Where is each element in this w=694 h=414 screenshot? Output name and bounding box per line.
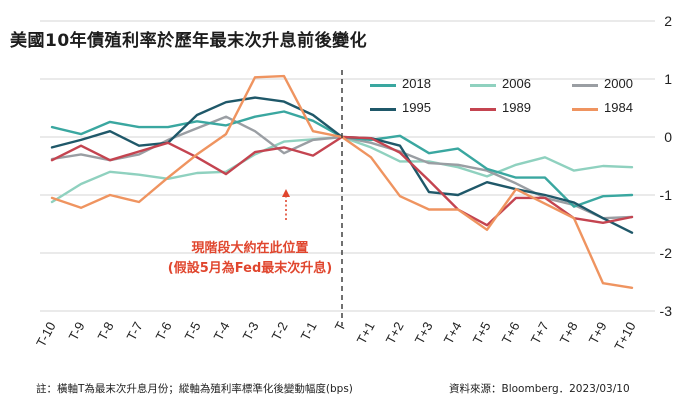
annotation-line-2: (假設5月為Fed最末次升息)	[167, 261, 333, 276]
annotation-arrow-icon	[282, 189, 290, 220]
x-tick-label: T	[332, 319, 349, 333]
x-tick-label: T+10	[611, 319, 638, 353]
x-axis-ticks: T-10 T-9 T-8 T-7 T-6 T-5 T-4 T-3 T-2 T-1 T T+1 T+2 T+…	[33, 319, 638, 353]
legend-swatch-1989	[470, 108, 496, 111]
chart-title: 美國10年債殖利率於歷年最末次升息前後變化	[10, 31, 368, 51]
x-tick-label: T+9	[586, 319, 610, 346]
x-tick-label: T+3	[412, 319, 436, 346]
x-tick-label: T+2	[383, 319, 407, 346]
y-tick-label: 2	[664, 13, 672, 29]
y-tick-label: 1	[664, 71, 672, 87]
x-tick-label: T-1	[298, 319, 320, 343]
x-tick-label: T+4	[441, 319, 465, 346]
y-tick-label: -2	[660, 245, 673, 261]
y-tick-label: 0	[664, 129, 672, 145]
x-tick-label: T-9	[66, 319, 88, 343]
x-tick-label: T-7	[124, 319, 146, 343]
legend-label-1984: 1984	[604, 100, 633, 115]
annotation-line-1: 現階段大約在此位置	[191, 241, 309, 256]
x-tick-label: T-8	[95, 319, 117, 343]
source-note: 資料來源：Bloomberg．2023/03/10	[449, 383, 630, 395]
legend-label-1995: 1995	[402, 100, 431, 115]
legend-swatch-2000	[572, 84, 598, 87]
x-tick-label: T+6	[499, 319, 523, 346]
x-tick-label: T-10	[33, 319, 58, 349]
x-tick-label: T-2	[269, 319, 291, 343]
x-tick-label: T-5	[182, 319, 204, 343]
x-tick-label: T+8	[557, 319, 581, 346]
x-tick-label: T-3	[240, 319, 262, 343]
arrow-head	[282, 189, 290, 197]
legend-swatch-2006	[470, 84, 496, 87]
legend-label-1989: 1989	[502, 100, 531, 115]
legend-swatch-1984	[572, 108, 598, 111]
legend-label-2006: 2006	[502, 76, 531, 91]
legend-label-2000: 2000	[604, 76, 633, 91]
x-tick-label: T+1	[354, 319, 378, 346]
legend-label-2018: 2018	[402, 76, 431, 91]
footnote: 註：橫軸T為最末次升息月份；縱軸為殖利率標準化後變動幅度(bps)	[36, 383, 353, 395]
y-axis-ticks: 2 1 0 -1 -2 -3	[660, 13, 673, 319]
x-tick-label: T+5	[470, 319, 494, 346]
x-tick-label: T-4	[211, 319, 233, 343]
x-tick-label: T+7	[528, 319, 552, 346]
legend-swatch-1995	[370, 108, 396, 111]
x-tick-label: T-6	[153, 319, 175, 343]
legend-swatch-2018	[370, 84, 396, 87]
y-tick-label: -3	[660, 303, 673, 319]
y-tick-label: -1	[660, 187, 673, 203]
